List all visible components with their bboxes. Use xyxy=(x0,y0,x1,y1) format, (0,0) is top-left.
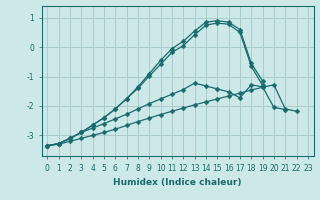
X-axis label: Humidex (Indice chaleur): Humidex (Indice chaleur) xyxy=(113,178,242,187)
